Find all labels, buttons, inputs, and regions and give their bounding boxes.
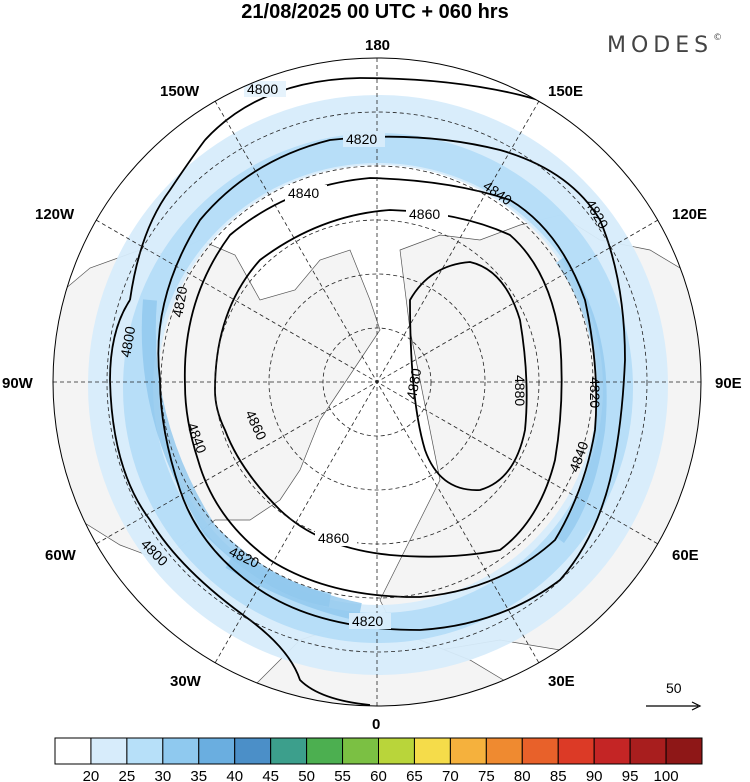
colorbar-swatch (234, 737, 272, 765)
contour-label: 4860 (318, 530, 349, 546)
lon-label-120w: 120W (35, 206, 75, 223)
colorbar-swatch (90, 737, 128, 765)
contour-label: 4820 (346, 131, 377, 147)
colorbar-label: 90 (586, 768, 603, 782)
colorbar-swatch (485, 737, 523, 765)
lon-label-0: 0 (372, 716, 380, 733)
colorbar-swatch (198, 737, 236, 765)
map-title: 21/08/2025 00 UTC + 060 hrs (241, 1, 509, 23)
colorbar-swatch (521, 737, 559, 765)
contour-4880 (409, 261, 528, 491)
contour-label: 4880 (403, 367, 424, 401)
colorbar-swatch (54, 737, 92, 765)
contour-label: 4820 (587, 377, 603, 408)
lon-label-180: 180 (365, 37, 390, 54)
contour-4860 (214, 209, 563, 558)
colorbar-label: 20 (83, 768, 100, 782)
colorbar: 20 25 30 35 40 45 50 55 60 65 70 75 80 85 90 95 100 (54, 737, 703, 782)
lon-label-30e: 30E (548, 673, 575, 690)
colorbar-swatch (378, 737, 415, 765)
colorbar-swatch (593, 737, 631, 765)
contour-label: 4880 (512, 375, 528, 406)
contour-label: 4860 (409, 206, 440, 222)
modes-logo: MODES© (607, 33, 722, 58)
colorbar-label: 40 (226, 768, 243, 782)
wind-reference: 50 (646, 680, 702, 711)
colorbar-swatch (557, 737, 595, 765)
colorbar-swatch (413, 737, 451, 765)
lon-label-150e: 150E (548, 83, 583, 100)
colorbar-swatch (270, 737, 308, 765)
logo-text: MODES (607, 33, 714, 58)
colorbar-label: 30 (154, 768, 171, 782)
colorbar-swatch (162, 737, 200, 765)
colorbar-swatch (449, 737, 487, 765)
colorbar-label: 75 (478, 768, 495, 782)
colorbar-label: 25 (119, 768, 136, 782)
lon-label-120e: 120E (672, 206, 707, 223)
arrow-head-icon (691, 701, 702, 711)
colorbar-swatch (629, 737, 667, 765)
contour-label: 4800 (247, 81, 278, 97)
lon-label-90e: 90E (715, 375, 742, 392)
graticule (53, 58, 701, 706)
lon-label-60w: 60W (45, 547, 77, 564)
height-contours (109, 77, 701, 706)
colorbar-label: 55 (334, 768, 351, 782)
colorbar-swatch (342, 737, 379, 765)
colorbar-label: 50 (298, 768, 315, 782)
colorbar-label: 35 (190, 768, 207, 782)
colorbar-label: 95 (622, 768, 639, 782)
colorbar-swatch (665, 737, 703, 765)
contour-label: 4820 (169, 285, 190, 319)
contour-label: 4840 (288, 185, 319, 201)
colorbar-label: 45 (262, 768, 279, 782)
colorbar-label: 85 (550, 768, 567, 782)
colorbar-label: 70 (442, 768, 459, 782)
lon-label-150w: 150W (160, 83, 200, 100)
colorbar-label: 100 (654, 768, 679, 782)
wind-reference-value: 50 (666, 680, 682, 696)
copyright-mark: © (713, 33, 723, 43)
longitude-labels: 180 150E 120E 90E 60E 30E 0 30W 60W 90W … (2, 37, 742, 733)
colorbar-label: 80 (514, 768, 531, 782)
lon-label-60e: 60E (672, 547, 699, 564)
contour-label: 4820 (352, 613, 383, 629)
colorbar-swatch (126, 737, 164, 765)
contour-4820 (157, 135, 626, 631)
contour-4800 (109, 77, 701, 706)
colorbar-swatch (306, 737, 344, 765)
contour-label: 4800 (117, 325, 138, 359)
colorbar-label: 60 (370, 768, 387, 782)
map-border (52, 57, 702, 707)
lon-label-90w: 90W (2, 375, 34, 392)
colorbar-label: 65 (406, 768, 423, 782)
lon-label-30w: 30W (170, 673, 202, 690)
